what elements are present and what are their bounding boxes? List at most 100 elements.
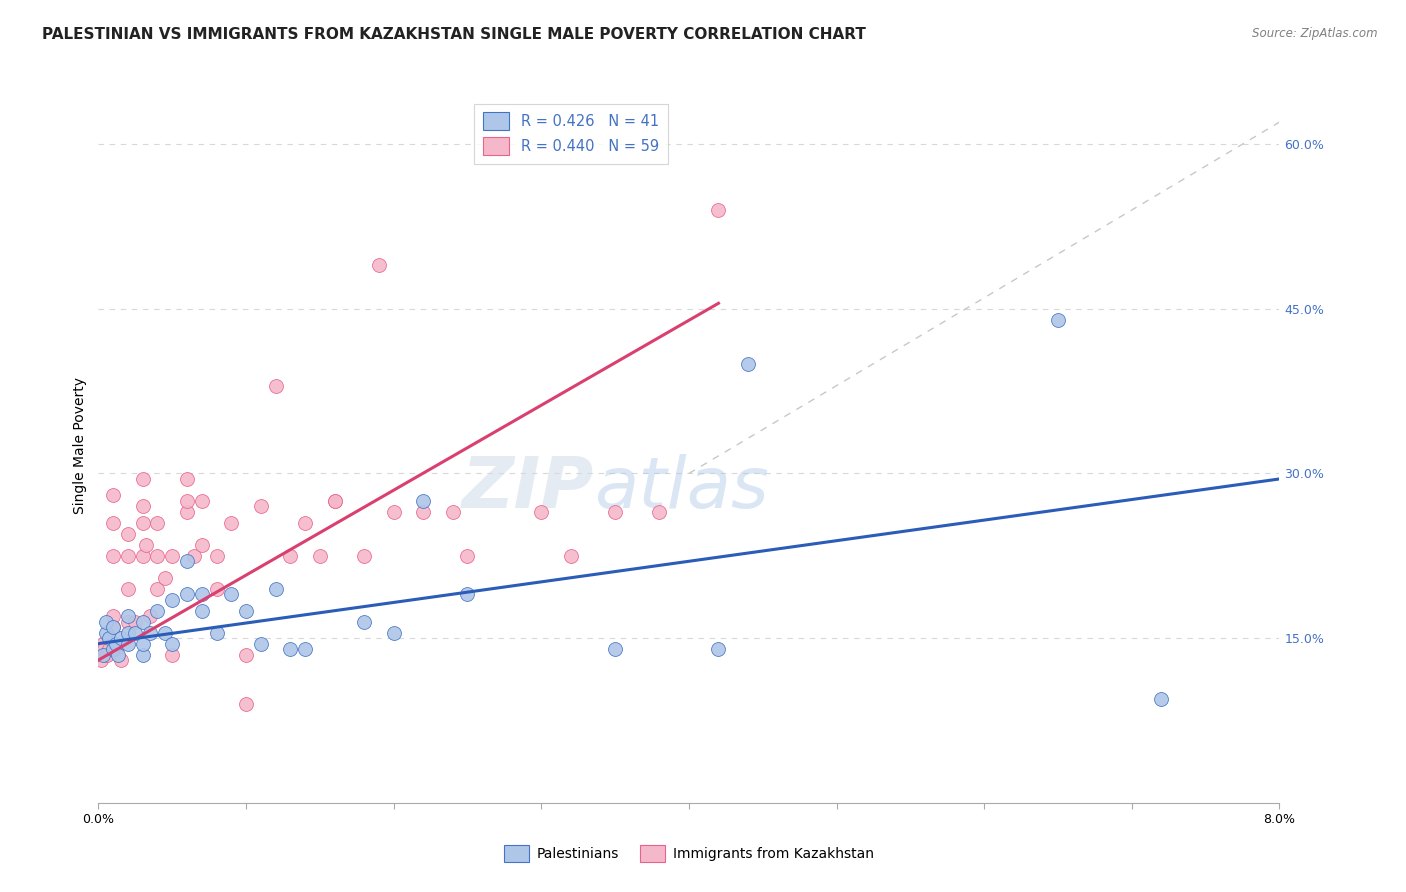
- Point: [110, 653, 132, 667]
- Point: [205, 549, 228, 563]
- Point: [323, 494, 346, 508]
- Point: [205, 625, 228, 640]
- Point: [103, 549, 125, 563]
- Text: Source: ZipAtlas.com: Source: ZipAtlas.com: [1253, 27, 1378, 40]
- Point: [560, 549, 582, 563]
- Point: [605, 505, 627, 519]
- Point: [124, 625, 146, 640]
- Point: [191, 604, 214, 618]
- Point: [103, 620, 125, 634]
- Point: [250, 637, 273, 651]
- Point: [132, 637, 155, 651]
- Point: [162, 637, 183, 651]
- Point: [132, 615, 155, 629]
- Point: [278, 642, 302, 657]
- Point: [264, 582, 287, 596]
- Point: [235, 604, 257, 618]
- Point: [117, 582, 139, 596]
- Point: [132, 500, 155, 514]
- Point: [162, 648, 183, 662]
- Point: [103, 642, 125, 657]
- Point: [191, 587, 214, 601]
- Point: [205, 582, 228, 596]
- Point: [191, 494, 214, 508]
- Point: [132, 472, 155, 486]
- Y-axis label: Single Male Poverty: Single Male Poverty: [73, 377, 87, 515]
- Point: [367, 258, 389, 272]
- Point: [146, 604, 169, 618]
- Point: [91, 637, 114, 651]
- Point: [382, 625, 405, 640]
- Text: atlas: atlas: [595, 454, 769, 524]
- Point: [105, 642, 128, 657]
- Point: [412, 494, 434, 508]
- Point: [110, 631, 132, 645]
- Point: [91, 648, 114, 662]
- Point: [139, 625, 162, 640]
- Point: [146, 549, 169, 563]
- Point: [323, 494, 346, 508]
- Point: [117, 637, 139, 651]
- Point: [456, 587, 478, 601]
- Point: [441, 505, 464, 519]
- Point: [308, 549, 332, 563]
- Text: ZIP: ZIP: [463, 454, 595, 524]
- Point: [176, 472, 198, 486]
- Point: [153, 625, 176, 640]
- Point: [1046, 312, 1069, 326]
- Legend: Palestinians, Immigrants from Kazakhstan: Palestinians, Immigrants from Kazakhstan: [498, 839, 880, 867]
- Point: [176, 505, 198, 519]
- Point: [707, 202, 730, 217]
- Point: [135, 538, 157, 552]
- Point: [132, 516, 155, 530]
- Point: [456, 549, 478, 563]
- Point: [117, 526, 139, 541]
- Point: [191, 538, 214, 552]
- Point: [294, 642, 316, 657]
- Point: [94, 648, 117, 662]
- Point: [94, 625, 117, 640]
- Point: [103, 488, 125, 502]
- Point: [103, 516, 125, 530]
- Point: [132, 549, 155, 563]
- Point: [353, 549, 375, 563]
- Point: [412, 505, 434, 519]
- Point: [96, 648, 118, 662]
- Point: [1150, 691, 1173, 706]
- Point: [264, 378, 287, 392]
- Point: [219, 516, 242, 530]
- Point: [176, 554, 198, 568]
- Point: [117, 549, 139, 563]
- Point: [97, 631, 120, 645]
- Point: [382, 505, 405, 519]
- Point: [176, 587, 198, 601]
- Point: [648, 505, 671, 519]
- Point: [162, 592, 183, 607]
- Point: [105, 637, 128, 651]
- Point: [294, 516, 316, 530]
- Point: [103, 609, 125, 624]
- Point: [605, 642, 627, 657]
- Point: [737, 357, 759, 371]
- Point: [530, 505, 553, 519]
- Point: [117, 615, 139, 629]
- Point: [132, 648, 155, 662]
- Point: [146, 582, 169, 596]
- Point: [353, 615, 375, 629]
- Point: [146, 516, 169, 530]
- Point: [117, 625, 139, 640]
- Point: [278, 549, 302, 563]
- Point: [90, 653, 112, 667]
- Point: [93, 642, 115, 657]
- Point: [707, 642, 730, 657]
- Point: [235, 697, 257, 711]
- Point: [183, 549, 205, 563]
- Point: [117, 609, 139, 624]
- Point: [162, 549, 183, 563]
- Point: [250, 500, 273, 514]
- Point: [219, 587, 242, 601]
- Point: [107, 648, 129, 662]
- Point: [235, 648, 257, 662]
- Point: [176, 494, 198, 508]
- Point: [124, 615, 146, 629]
